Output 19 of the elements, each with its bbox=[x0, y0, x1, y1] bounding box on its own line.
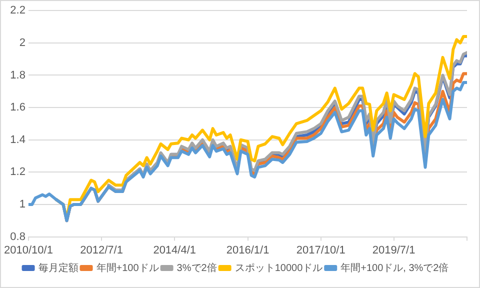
legend-label: 年間+100ドル, 3%で2倍 bbox=[340, 262, 449, 274]
x-tick-label: 2017/10/1 bbox=[296, 244, 346, 256]
x-tick-label: 2016/1/1 bbox=[226, 244, 270, 256]
x-tick-label: 2012/7/1 bbox=[80, 244, 123, 256]
x-tick-label: 2010/10/1 bbox=[4, 244, 53, 256]
y-tick-label: 1.8 bbox=[10, 69, 26, 82]
y-tick-label: 1 bbox=[19, 198, 26, 211]
legend-label: スポット10000ドル bbox=[234, 262, 323, 274]
y-tick-label: 1.4 bbox=[10, 134, 26, 146]
y-tick-label: 1.6 bbox=[10, 102, 26, 114]
x-tick-label: 2014/4/1 bbox=[153, 244, 196, 256]
x-tick-label: 2019/7/1 bbox=[372, 244, 416, 256]
y-tick-label: 2 bbox=[19, 36, 26, 49]
legend-label: 年間+100ドル bbox=[96, 262, 159, 274]
y-tick-label: 2.2 bbox=[10, 4, 26, 17]
y-tick-label: 1.2 bbox=[10, 166, 26, 178]
legend-label: 3%で2倍 bbox=[176, 262, 217, 274]
legend-label: 毎月定額 bbox=[38, 262, 78, 274]
y-tick-label: 0.8 bbox=[10, 230, 26, 243]
